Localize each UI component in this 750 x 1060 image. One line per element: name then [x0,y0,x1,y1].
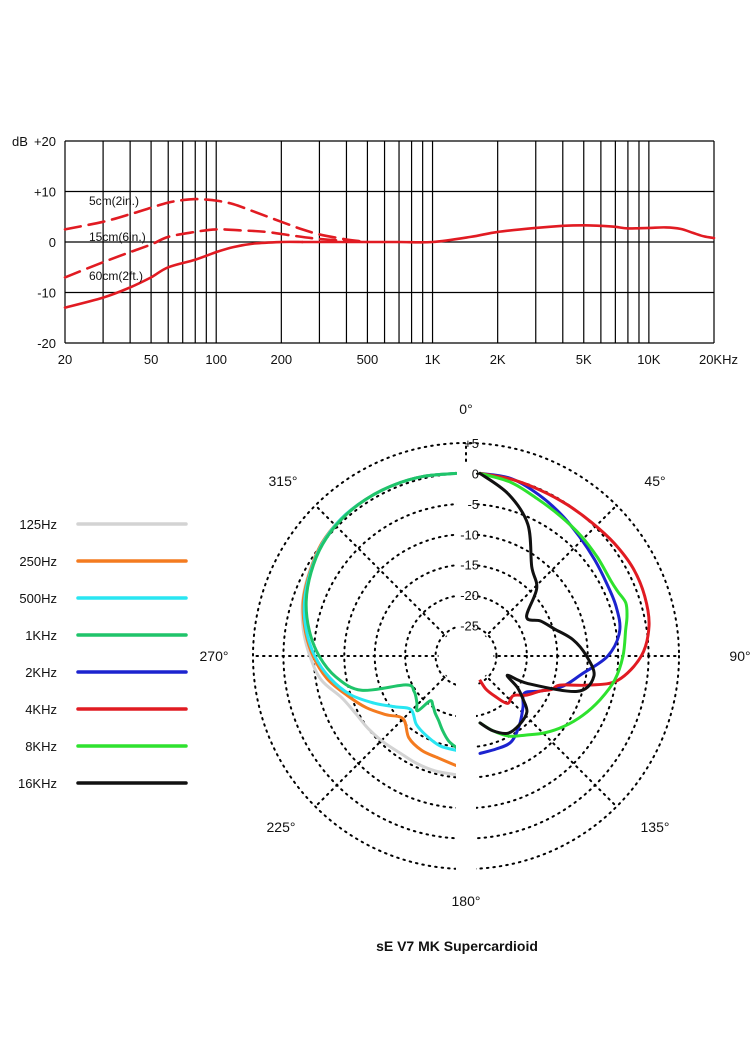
polar-grid-spoke [314,655,467,808]
polar-series-line [478,471,629,738]
polar-grid-spoke [314,504,467,657]
legend-label: 1KHz [25,628,57,643]
legend-label: 250Hz [19,554,57,569]
polar-gap-bottom [456,656,476,883]
fr-x-tick-label: 200 [270,352,292,367]
fr-series-line [63,240,304,309]
polar-grid-ring [252,442,680,870]
polar-grid-spoke [465,655,618,808]
polar-radial-labels: +5 0 -5 -10 -15 -20 -25 [460,436,479,634]
polar-angle-label: 0° [459,401,472,417]
fr-x-tick-label: 500 [357,352,379,367]
fr-x-tick-label: 10K [637,352,660,367]
frequency-response-chart: 60cm(2ft.) 15cm(6in.) 5cm(2in.) dB +20 +10 0 -… [12,134,738,367]
polar-label-gap-top [457,463,473,656]
polar-pattern-chart: +5 0 -5 -10 -15 -20 -25 0° 45° 90° 135° 180° 225° 27… [200,401,750,909]
polar-radial-label: -10 [460,527,479,542]
polar-series-group [300,471,651,777]
fr-series-line [63,197,369,244]
polar-legend: 125Hz 250Hz 500Hz 1KHz 2KHz 4KHz 8KHz 16KHz [18,517,188,791]
polar-angle-label: 90° [729,648,750,664]
fr-x-tick-label: 2K [490,352,506,367]
fr-y-tick-label: +20 [34,134,56,149]
fr-series-group [63,197,716,309]
polar-radial-label: -5 [467,497,479,512]
fr-y-tick-label: 0 [49,235,56,250]
polar-radial-label: +5 [464,436,479,451]
fr-x-tick-label: 100 [205,352,227,367]
fr-x-tick-label: 1K [425,352,441,367]
fr-series-line [63,228,369,279]
fr-x-tick-label: 20KHz [699,352,738,367]
polar-series-line [478,471,651,705]
fr-x-tick-label: 50 [144,352,158,367]
fr-y-tick-label: -20 [37,336,56,351]
figure-title: sE V7 MK Supercardioid [376,938,538,954]
polar-angle-label: 270° [200,648,229,664]
fr-series-label: 15cm(6in.) [89,230,146,244]
polar-series-line [304,471,458,749]
legend-label: 2KHz [25,665,57,680]
polar-radial-label: -25 [460,619,479,634]
polar-angle-label: 225° [267,819,296,835]
legend-label: 4KHz [25,702,57,717]
fr-series-line [301,223,716,244]
fr-x-tick-label: 20 [58,352,72,367]
legend-label: 500Hz [19,591,57,606]
fr-y-tick-label: +10 [34,185,56,200]
legend-label: 8KHz [25,739,57,754]
fr-series-label: 5cm(2in.) [89,194,139,208]
fr-x-tick-label: 5K [576,352,592,367]
legend-label: 16KHz [18,776,57,791]
polar-radial-label: -20 [460,588,479,603]
polar-angle-label: 180° [452,893,481,909]
legend-label: 125Hz [19,517,57,532]
fr-series-label: 60cm(2ft.) [89,269,143,283]
polar-radial-label: 0 [472,466,479,481]
polar-angle-label: 135° [641,819,670,835]
fr-series-labels: 60cm(2ft.) 15cm(6in.) 5cm(2in.) [89,194,146,283]
polar-angle-label: 315° [269,473,298,489]
polar-radial-label: -15 [460,558,479,573]
polar-series-line [478,471,596,736]
polar-grid-spoke [465,504,618,657]
polar-angle-labels: 0° 45° 90° 135° 180° 225° 270° 315° [200,401,750,909]
fr-y-tick-label: -10 [37,286,56,301]
polar-angle-label: 45° [644,473,665,489]
polar-center-gap [438,463,494,883]
fr-y-axis-label: dB [12,134,28,149]
